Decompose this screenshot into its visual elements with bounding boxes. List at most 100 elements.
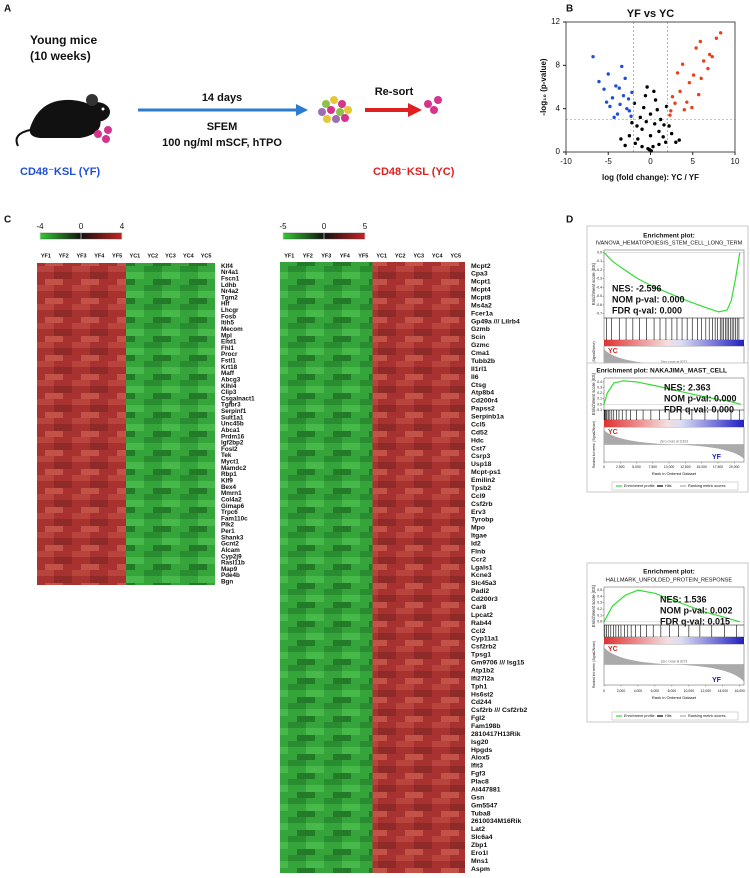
gene-label: Hlf xyxy=(221,301,230,308)
x-tick-label: 0 xyxy=(603,465,605,469)
x-tick-label: 5,000 xyxy=(632,465,641,469)
x-tick-label: 0 xyxy=(648,157,653,166)
column-label: YC4 xyxy=(432,253,444,259)
point xyxy=(674,140,678,144)
legend-label: Ranking metric scores xyxy=(688,714,726,718)
gene-label: Lgals1 xyxy=(471,564,493,571)
stat-annotation: FDR q-val: 0.015 xyxy=(660,616,730,626)
column-label: YC4 xyxy=(183,253,195,259)
group-label: YF xyxy=(712,677,722,684)
point xyxy=(648,112,653,116)
gene-label: Usp18 xyxy=(471,461,492,468)
column-label: YC1 xyxy=(376,253,387,259)
point xyxy=(640,127,644,131)
gene-label: Alcam xyxy=(221,547,240,554)
gene-label: Scin xyxy=(471,334,485,341)
gene-label: Slc45a3 xyxy=(471,580,497,587)
enrichment-curve xyxy=(603,380,741,405)
gene-label: Plk2 xyxy=(221,522,234,529)
gene-label: Cd200r3 xyxy=(471,596,498,603)
gene-label: Clip3 xyxy=(221,389,237,396)
gene-label: Lat2 xyxy=(471,826,485,833)
gene-label: Fosb xyxy=(221,313,236,320)
column-label: YF5 xyxy=(358,253,368,259)
x-tick-label: 12,000 xyxy=(701,689,711,693)
gene-label: Serpinb1a xyxy=(471,414,504,421)
gene-label: Tyrobp xyxy=(471,517,494,524)
gene-label: Mpo xyxy=(471,525,485,532)
gene-label: Hpgds xyxy=(471,747,492,754)
gene-label: Cma1 xyxy=(471,350,490,357)
column-label: YF3 xyxy=(321,253,331,259)
heatmap-block xyxy=(372,262,465,873)
stat-annotation: NES: 2.363 xyxy=(664,382,711,392)
gene-label: Ccl9 xyxy=(471,493,486,500)
gene-label: Prdm16 xyxy=(221,433,245,440)
point xyxy=(632,101,637,105)
gene-label: Ms4a2 xyxy=(471,302,492,309)
legend-label: Hits xyxy=(665,714,672,718)
point xyxy=(685,100,689,104)
point xyxy=(606,72,610,76)
point xyxy=(626,97,631,101)
point xyxy=(655,108,659,112)
gene-label: Gsn xyxy=(471,794,484,801)
point xyxy=(647,148,652,152)
stat-annotation: NES: 1.536 xyxy=(660,594,707,604)
rank-colorbar xyxy=(604,420,744,427)
point xyxy=(612,115,616,120)
point xyxy=(677,138,681,142)
gene-label: Tpsg1 xyxy=(471,652,491,659)
gene-label: Gzmb xyxy=(471,326,490,333)
point xyxy=(714,36,719,40)
gene-label: Mecom xyxy=(221,326,243,333)
diagram-title: Young mice xyxy=(30,33,97,47)
point xyxy=(597,79,601,84)
stat-annotation: NOM p-val: 0.000 xyxy=(612,294,685,304)
point xyxy=(661,135,665,139)
y-tick-label: 0.4 xyxy=(597,594,602,598)
x-tick-label: 2,500 xyxy=(616,465,625,469)
point xyxy=(680,62,685,66)
cell-cluster xyxy=(318,96,352,123)
colorbar-tick-label: 0 xyxy=(79,222,84,231)
column-label: YF1 xyxy=(41,253,51,259)
y-axis-label: Enrichment score (ES) xyxy=(591,372,596,415)
sorted-cells xyxy=(424,96,442,114)
gene-label: Cd244 xyxy=(471,699,492,706)
point xyxy=(636,137,640,141)
gene-label: Ctsg xyxy=(471,382,486,389)
gsea-title: Enrichment plot: xyxy=(643,233,695,240)
gene-label: Shank3 xyxy=(221,534,244,541)
y-tick-label: 0.2 xyxy=(597,391,602,395)
gene-label: Kcne3 xyxy=(471,572,492,579)
column-label: YC3 xyxy=(165,253,176,259)
gene-label: Erv3 xyxy=(471,509,486,516)
gene-label: Cd52 xyxy=(471,429,488,436)
gene-label: Unc45b xyxy=(221,421,244,428)
gene-label: Lpcat2 xyxy=(471,612,493,619)
culture-cytokines: 100 ng/ml mSCF, hTPO xyxy=(162,137,282,149)
y-axis-label: Enrichment score (ES) xyxy=(591,584,596,627)
point xyxy=(710,54,714,59)
y-tick-label: -0.1 xyxy=(596,259,602,263)
culture-arrowhead xyxy=(296,104,308,116)
group-label: YC xyxy=(608,429,618,436)
point xyxy=(615,112,620,116)
legend-label: Hits xyxy=(665,484,672,488)
legend-label: Ranking metric scores xyxy=(688,484,726,488)
gene-label: Gp49a /// Lilrb4 xyxy=(471,318,520,325)
resort-arrowhead xyxy=(408,103,422,117)
x-axis-label: log (fold change): YC / YF xyxy=(602,173,699,182)
point xyxy=(702,59,706,63)
gene-label: Aspm xyxy=(471,866,490,873)
point xyxy=(670,95,675,99)
gene-label: Zbp1 xyxy=(471,842,487,849)
gene-label: Klhl4 xyxy=(221,383,237,390)
point xyxy=(682,108,686,112)
gene-label: Csf2rb2 xyxy=(471,644,497,651)
panel-label: A xyxy=(4,4,11,15)
gene-label: Mcpt2 xyxy=(471,263,491,270)
point xyxy=(718,31,723,35)
